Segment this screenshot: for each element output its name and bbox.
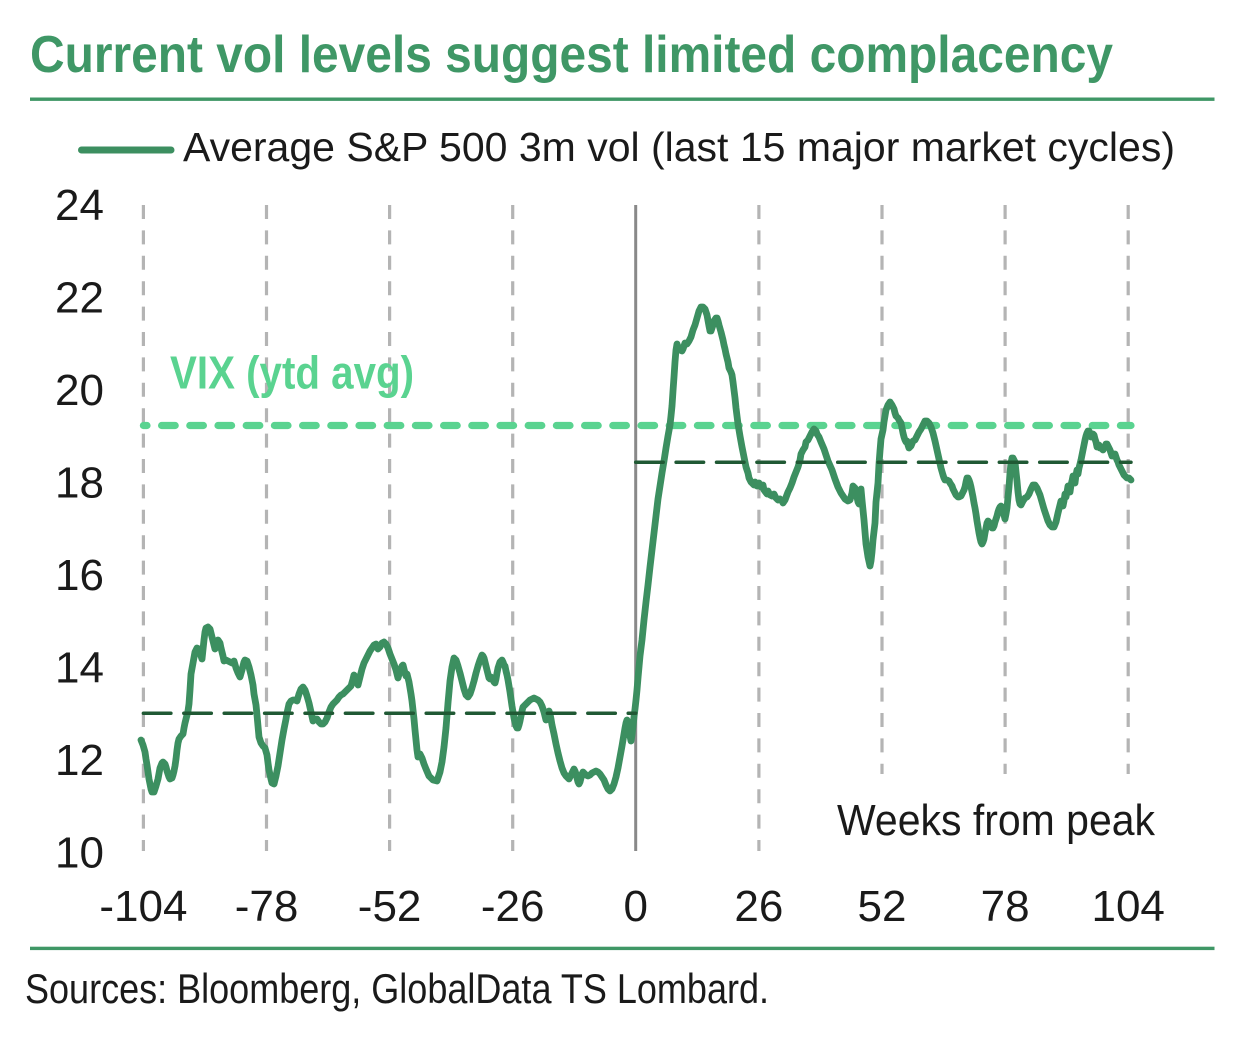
svg-text:Current vol levels suggest lim: Current vol levels suggest limited compl… [30, 26, 1113, 84]
svg-text:26: 26 [734, 882, 783, 931]
svg-text:Weeks from peak: Weeks from peak [837, 796, 1156, 845]
svg-text:14: 14 [55, 643, 104, 692]
svg-text:78: 78 [981, 882, 1030, 931]
svg-text:104: 104 [1091, 882, 1164, 931]
svg-text:16: 16 [55, 551, 104, 600]
svg-text:22: 22 [55, 273, 104, 322]
svg-text:18: 18 [55, 458, 104, 507]
svg-text:-78: -78 [235, 882, 299, 931]
svg-text:Average S&P 500 3m vol (last 1: Average S&P 500 3m vol (last 15 major ma… [183, 124, 1175, 170]
svg-text:0: 0 [623, 882, 647, 931]
svg-text:10: 10 [55, 828, 104, 877]
svg-text:-52: -52 [358, 882, 422, 931]
svg-text:-26: -26 [481, 882, 545, 931]
svg-text:VIX (ytd avg): VIX (ytd avg) [170, 347, 414, 399]
svg-text:24: 24 [55, 181, 104, 230]
svg-text:20: 20 [55, 366, 104, 415]
svg-text:12: 12 [55, 736, 104, 785]
svg-text:Sources: Bloomberg, GlobalData: Sources: Bloomberg, GlobalData TS Lombar… [25, 965, 769, 1012]
svg-text:52: 52 [858, 882, 907, 931]
svg-text:-104: -104 [99, 882, 187, 931]
